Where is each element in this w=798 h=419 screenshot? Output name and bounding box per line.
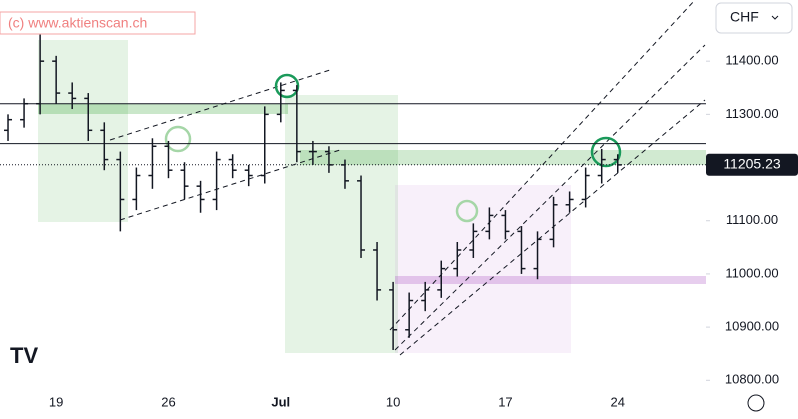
y-tick-label: 11100.00	[726, 212, 778, 227]
settings-icon[interactable]	[747, 394, 765, 412]
y-tick-label: 11400.00	[725, 53, 778, 68]
watermark: (c) www.aktienscan.ch	[8, 15, 147, 31]
volume-profile	[38, 40, 706, 353]
watermark-box	[0, 11, 196, 35]
currency-label[interactable]: CHF	[730, 9, 759, 25]
currency-dropdown[interactable]	[715, 2, 793, 34]
markers	[164, 73, 622, 223]
last-price-tag	[706, 153, 798, 176]
y-tick-label: 11300.00	[725, 106, 778, 121]
y-tick-label: 10900.00	[725, 319, 779, 334]
y-tick-label: 11000.00	[725, 265, 778, 280]
y-tick-label: 10800.00	[725, 372, 779, 387]
x-tick-label: 26	[161, 394, 175, 409]
x-tick-label: 10	[386, 394, 400, 409]
dropdown-caret[interactable]	[771, 15, 779, 20]
x-tick-label: Jul	[271, 394, 290, 409]
x-tick-label: 24	[611, 394, 625, 409]
last-price-label: 11205.23	[723, 155, 781, 171]
x-tick-label: 19	[49, 394, 63, 409]
x-tick-label: 17	[498, 394, 512, 409]
logo: TV	[10, 343, 38, 368]
